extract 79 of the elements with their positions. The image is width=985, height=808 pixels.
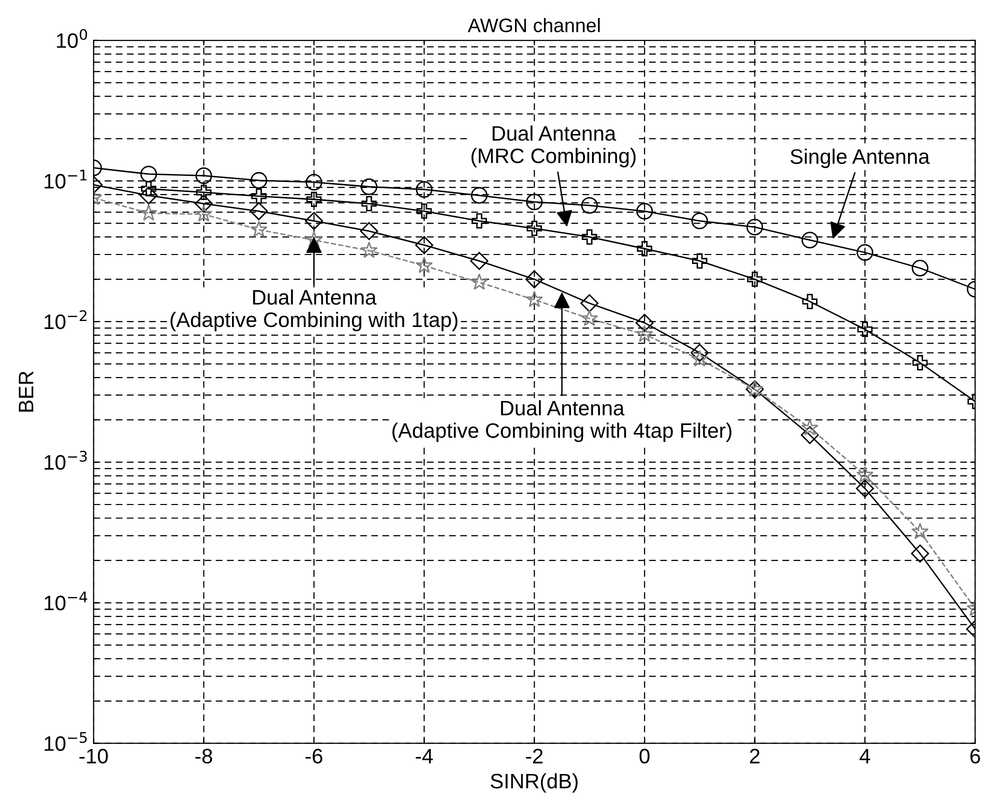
y-tick-label: 10$^{0}$ [56, 28, 88, 48]
point [305, 231, 323, 248]
point [690, 344, 709, 362]
x-tick-label: -8 [195, 748, 212, 764]
point [857, 322, 873, 338]
point [470, 273, 488, 290]
point [250, 220, 268, 238]
point [911, 544, 930, 563]
point [304, 212, 323, 230]
point [856, 466, 874, 482]
point [582, 229, 598, 245]
point [361, 196, 377, 212]
point [636, 325, 654, 342]
point [360, 242, 378, 258]
point [912, 260, 928, 276]
y-axis-title: BER [18, 371, 34, 412]
point [856, 244, 874, 261]
y-tick-label: 10$^{−4}$ [44, 592, 88, 610]
point [416, 256, 433, 274]
point [140, 204, 158, 221]
point [801, 418, 818, 436]
point [525, 270, 544, 288]
y-tick-label: 10$^{−3}$ [44, 450, 87, 470]
point [360, 178, 378, 196]
point [470, 187, 488, 204]
x-tick-label: -6 [306, 748, 322, 764]
point [800, 426, 819, 444]
y-tick-label: 10$^{−2}$ [44, 310, 86, 330]
point [581, 197, 598, 214]
point [747, 272, 762, 287]
x-tick-label: 4 [860, 748, 870, 764]
annotation: Dual Antenna (Adaptive Combining with 1tap) [170, 289, 458, 332]
point [526, 194, 543, 210]
point [195, 167, 212, 184]
point [580, 310, 598, 326]
annotation: Dual Antenna (Adaptive Combining with 4tap Filter) [392, 400, 732, 442]
point [526, 220, 542, 236]
point [250, 172, 268, 189]
point [802, 294, 818, 310]
point [306, 192, 322, 208]
x-tick-label: -4 [416, 748, 433, 764]
point [802, 232, 818, 248]
point [746, 218, 764, 236]
point [912, 355, 928, 370]
point [526, 290, 543, 308]
point [416, 181, 432, 198]
x-axis-title: SINR(dB) [490, 773, 578, 793]
x-tick-label: 2 [750, 748, 760, 764]
point [911, 522, 929, 540]
point [636, 314, 654, 332]
x-tick-label: -2 [526, 748, 543, 764]
point [251, 188, 267, 204]
point [472, 213, 487, 229]
point [194, 194, 213, 213]
y-tick-label: 10$^{−1}$ [44, 170, 87, 189]
point [856, 479, 874, 498]
x-tick-label: 0 [640, 748, 650, 764]
point [360, 222, 378, 240]
point [636, 241, 652, 256]
point [415, 236, 434, 254]
annotation: Single Antenna [790, 148, 930, 168]
annotation: Dual Antenna (MRC Combining) [471, 125, 636, 168]
point [691, 212, 708, 230]
point [636, 202, 653, 220]
point [195, 205, 212, 222]
point [692, 253, 708, 269]
x-tick-label: 6 [970, 748, 980, 764]
point [140, 186, 158, 204]
point [691, 350, 708, 367]
point [470, 252, 488, 270]
point [306, 174, 322, 191]
point [250, 202, 268, 220]
point [140, 166, 158, 182]
x-tick-label: -10 [79, 748, 108, 764]
point [196, 184, 212, 200]
point [580, 294, 598, 312]
y-tick-label: 10$^{−5}$ [44, 732, 87, 751]
chart-title: AWGN channel [468, 18, 600, 32]
point [416, 204, 432, 219]
